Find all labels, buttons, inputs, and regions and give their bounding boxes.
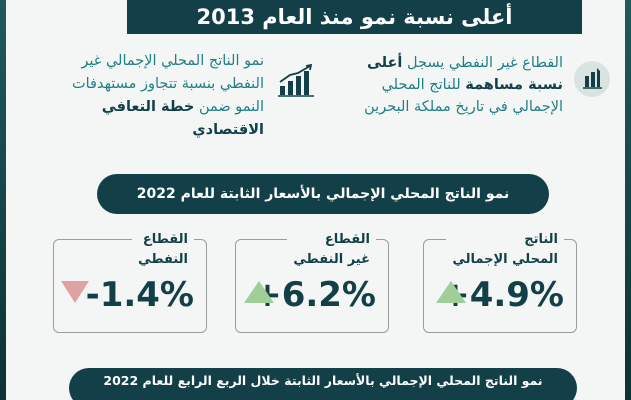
stat-label: الناتج المحلي الإجمالي [446,230,564,270]
stat-label: القطاع النفطي [132,230,194,270]
intro-left-block: نمو الناتج المحلي الإجمالي غير النفطي بن… [32,48,316,158]
page-title: أعلى نسبة نمو منذ العام 2013 [196,5,513,29]
frame-edge-left [0,0,6,400]
bar-chart-growth-icon [278,64,314,97]
rocket-growth-icon [574,61,610,97]
intro-right-text: القطاع غير النفطي يسجل أعلى نسبة مساهمة … [364,55,563,115]
frame-edge-right [625,0,631,400]
infographic-panel: أعلى نسبة نمو منذ العام 2013 القطاع غير … [6,0,625,400]
stat-card-oil: القطاع النفطي -1.4% [53,230,207,333]
title-banner: أعلى نسبة نمو منذ العام 2013 [127,0,582,34]
stat-value: -1.4% [85,275,194,315]
section-heading-annual: نمو الناتج المحلي الإجمالي بالأسعار الثا… [97,174,549,214]
stat-card-non-oil: القطاع غير النفطي +6.2% [235,230,389,333]
up-arrow-icon [244,281,274,303]
up-arrow-icon [436,281,466,303]
section-heading-q4: نمو الناتج المحلي الإجمالي بالأسعار الثا… [69,368,577,400]
down-arrow-icon [61,281,89,303]
stat-card-gdp: الناتج المحلي الإجمالي +4.9% [423,230,577,333]
intro-left-text: نمو الناتج المحلي الإجمالي غير النفطي بن… [71,53,264,138]
stat-label: القطاع غير النفطي [287,230,376,270]
intro-right-block: القطاع غير النفطي يسجل أعلى نسبة مساهمة … [319,50,611,140]
